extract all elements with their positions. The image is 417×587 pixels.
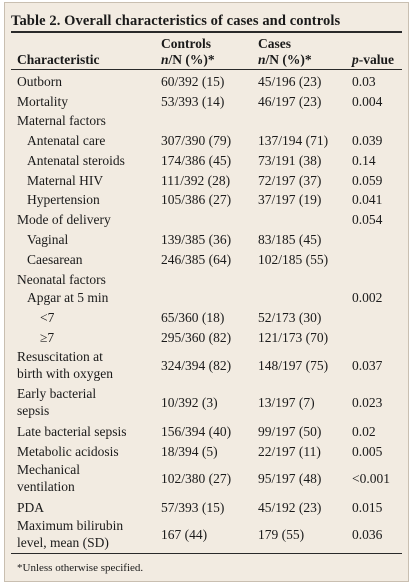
row-controls: 57/393 (15) [161, 500, 225, 515]
bottom-rule [11, 553, 402, 554]
row-controls: 105/386 (27) [161, 192, 232, 207]
row-label: Caesarean [27, 252, 83, 267]
header-controls-unit: n/N (%)* [161, 52, 215, 67]
row-controls: 174/386 (45) [161, 153, 232, 168]
row-label: Antenatal care [27, 133, 106, 148]
row-label: Metabolic acidosis [17, 444, 119, 459]
row-cases: 37/197 (19) [258, 192, 322, 207]
row-label: Maximum bilirubin [17, 518, 124, 533]
row-controls: 246/385 (64) [161, 252, 232, 267]
row-cases: 45/196 (23) [258, 74, 322, 89]
section-label: Neonatal factors [17, 272, 106, 287]
row-cases: 72/197 (37) [258, 173, 322, 188]
row-controls: 167 (44) [161, 527, 208, 542]
row-pvalue: 0.041 [352, 192, 383, 207]
row-cases: 121/173 (70) [258, 330, 329, 345]
row-pvalue: 0.015 [352, 500, 383, 515]
row-pvalue: 0.005 [352, 444, 383, 459]
row-pvalue: 0.036 [352, 527, 383, 542]
row-controls: 10/392 (3) [161, 395, 218, 410]
row-cases: 46/197 (23) [258, 94, 322, 109]
row-pvalue: 0.039 [352, 133, 383, 148]
row-cases: 148/197 (75) [258, 358, 329, 373]
row-label: <7 [40, 310, 55, 325]
row-pvalue: 0.059 [352, 173, 383, 188]
row-controls: 111/392 (28) [161, 173, 231, 188]
row-controls: 139/385 (36) [161, 232, 232, 247]
row-label: Hypertension [27, 192, 100, 207]
header-pvalue: p-value [352, 52, 394, 67]
row-controls: 156/394 (40) [161, 424, 232, 439]
row-label: Outborn [17, 74, 62, 89]
row-label-line2: birth with oxygen [17, 366, 113, 381]
row-label-line2: sepsis [17, 403, 50, 418]
row-controls: 324/394 (82) [161, 358, 232, 373]
row-label: Resuscitation at [17, 349, 103, 364]
header-controls: Controls [161, 36, 212, 51]
row-controls: 53/393 (14) [161, 94, 225, 109]
row-label: Vaginal [27, 232, 69, 247]
row-pvalue: 0.002 [352, 290, 383, 305]
row-cases: 22/197 (11) [258, 444, 321, 459]
row-pvalue: 0.054 [352, 212, 383, 227]
row-pvalue: 0.004 [352, 94, 383, 109]
row-label: Late bacterial sepsis [17, 424, 127, 439]
row-cases: 137/194 (71) [258, 133, 329, 148]
row-cases: 73/191 (38) [258, 153, 322, 168]
row-cases: 95/197 (48) [258, 471, 322, 486]
header-cases: Cases [258, 36, 291, 51]
row-label: Early bacterial [17, 386, 97, 401]
row-label: PDA [17, 500, 45, 515]
top-rule [11, 31, 402, 33]
row-cases: 179 (55) [258, 527, 305, 542]
row-cases: 52/173 (30) [258, 310, 322, 325]
row-controls: 295/360 (82) [161, 330, 232, 345]
row-pvalue: 0.037 [352, 358, 383, 373]
row-pvalue: 0.14 [352, 153, 376, 168]
row-label: Maternal HIV [27, 173, 104, 188]
header-rule [11, 69, 402, 70]
row-pvalue: 0.02 [352, 424, 376, 439]
row-label: ≥7 [40, 330, 55, 345]
section-label: Maternal factors [17, 113, 106, 128]
header-characteristic: Characteristic [17, 52, 100, 67]
row-label-line2: level, mean (SD) [17, 535, 109, 550]
row-pvalue: <0.001 [352, 471, 390, 486]
row-controls: 65/360 (18) [161, 310, 225, 325]
row-label: Mechanical [17, 462, 80, 477]
row-pvalue: 0.03 [352, 74, 376, 89]
row-cases: 99/197 (50) [258, 424, 322, 439]
row-controls: 18/394 (5) [161, 444, 218, 459]
row-cases: 13/197 (7) [258, 395, 315, 410]
row-cases: 45/192 (23) [258, 500, 322, 515]
table-panel: Table 2. Overall characteristics of case… [4, 2, 409, 582]
row-cases: 102/185 (55) [258, 252, 329, 267]
row-controls: 60/392 (15) [161, 74, 225, 89]
row-label: Mortality [17, 94, 68, 109]
row-controls: 102/380 (27) [161, 471, 232, 486]
row-cases: 83/185 (45) [258, 232, 322, 247]
row-label-line2: ventilation [17, 479, 75, 494]
table-title: Table 2. Overall characteristics of case… [11, 13, 341, 29]
header-cases-unit: n/N (%)* [258, 52, 312, 67]
row-pvalue: 0.023 [352, 395, 383, 410]
row-label: Apgar at 5 min [27, 290, 109, 305]
section-label: Mode of delivery [17, 212, 111, 227]
row-label: Antenatal steroids [27, 153, 125, 168]
row-controls: 307/390 (79) [161, 133, 232, 148]
footnote: *Unless otherwise specified. [17, 562, 144, 574]
